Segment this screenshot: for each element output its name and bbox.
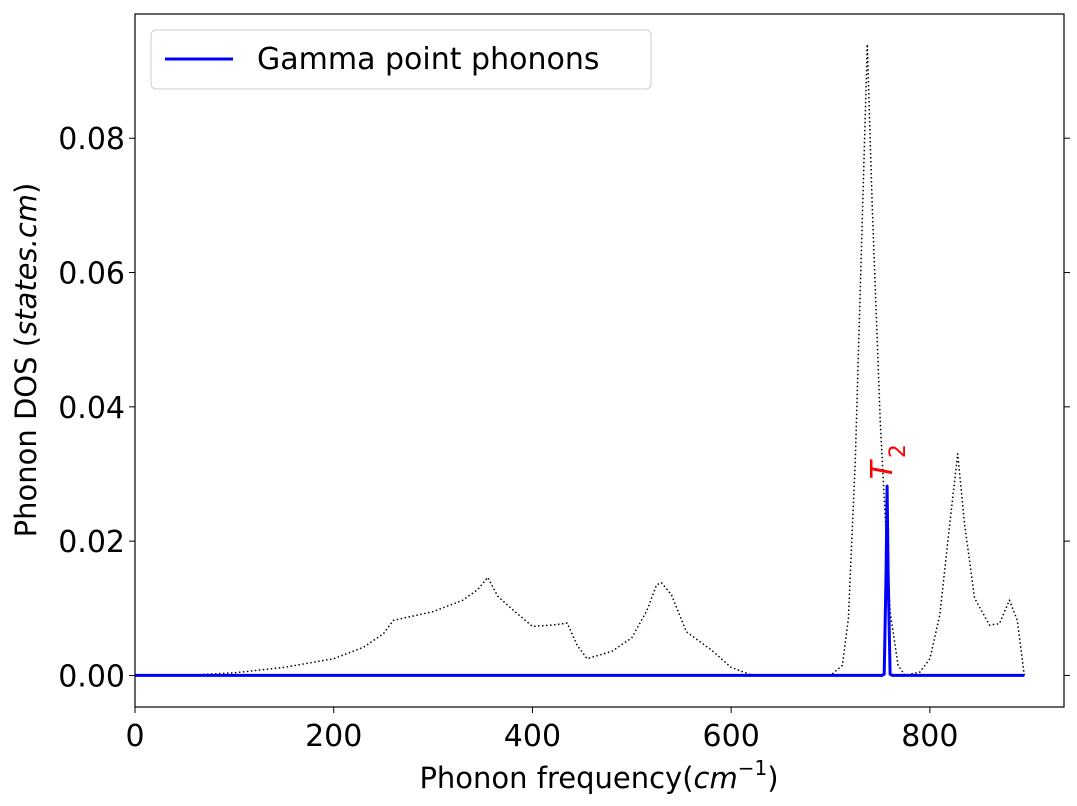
plot-area [135, 14, 1064, 707]
y-tick-label: 0.08 [58, 122, 125, 157]
y-ticks: 0.00 0.02 0.04 0.06 0.08 [58, 122, 1070, 694]
x-tick-label: 400 [504, 719, 561, 754]
series-layer [135, 43, 1026, 677]
x-tick-label: 600 [703, 719, 760, 754]
annotation-layer: T2 [865, 444, 911, 479]
series-gamma-phonons-line [135, 484, 1025, 677]
x-tick-label: 800 [901, 719, 958, 754]
y-tick-label: 0.04 [58, 391, 125, 426]
legend-label: Gamma point phonons [257, 42, 599, 77]
y-axis-label: Phonon DOS (states.cm) [9, 183, 43, 538]
y-tick-label: 0.06 [58, 257, 125, 292]
x-axis-label: Phonon frequency(cm−1) [419, 756, 778, 795]
legend: Gamma point phonons [150, 29, 652, 90]
x-tick-label: 0 [125, 719, 144, 754]
series-total-dos-line [135, 43, 1026, 677]
y-tick-label: 0.00 [58, 659, 125, 694]
legend-frame [150, 29, 652, 90]
peak-annotation-t2: T2 [865, 444, 911, 479]
plot-frame [134, 13, 1065, 708]
x-ticks: 0 200 400 600 800 [125, 707, 958, 754]
y-tick-label: 0.02 [58, 525, 125, 560]
x-tick-label: 200 [305, 719, 362, 754]
